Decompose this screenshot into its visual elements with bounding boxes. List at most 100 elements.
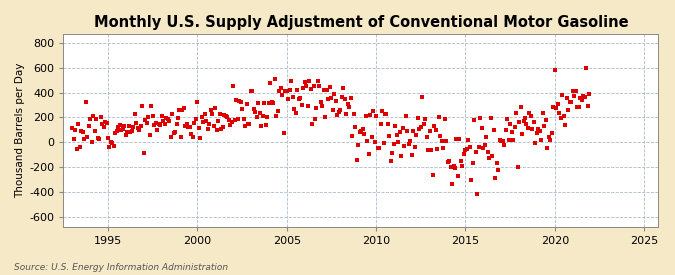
Point <box>515 105 526 110</box>
Point <box>67 125 78 130</box>
Point <box>196 115 207 119</box>
Point <box>182 122 192 126</box>
Point <box>569 94 580 98</box>
Point <box>186 131 197 136</box>
Point <box>169 130 180 134</box>
Point <box>554 111 565 116</box>
Point <box>298 86 308 90</box>
Point <box>390 123 401 128</box>
Point <box>207 112 217 117</box>
Point <box>238 117 249 121</box>
Point <box>105 140 116 144</box>
Point <box>317 103 328 108</box>
Point <box>179 106 190 110</box>
Point <box>354 129 365 134</box>
Point <box>263 101 274 105</box>
Point <box>214 112 225 116</box>
Point <box>261 123 271 128</box>
Point <box>404 141 414 146</box>
Point <box>372 146 383 150</box>
Point <box>265 81 275 86</box>
Point <box>502 117 512 121</box>
Point <box>302 104 313 108</box>
Point <box>161 116 171 120</box>
Point <box>162 116 173 121</box>
Point <box>319 88 329 93</box>
Point <box>381 112 392 117</box>
Point <box>213 119 223 123</box>
Point <box>204 122 215 126</box>
Point <box>578 94 589 98</box>
Point <box>117 126 128 131</box>
Point <box>281 89 292 94</box>
Point <box>530 141 541 146</box>
Point <box>244 122 255 126</box>
Point <box>332 112 343 117</box>
Point <box>278 131 289 135</box>
Point <box>100 120 111 124</box>
Point <box>535 129 545 134</box>
Point <box>408 129 418 133</box>
Point <box>511 111 522 116</box>
Point <box>314 84 325 88</box>
Point <box>147 114 158 118</box>
Point <box>379 111 390 116</box>
Point <box>289 107 300 111</box>
Point <box>348 111 359 116</box>
Point <box>73 122 84 127</box>
Point <box>543 135 554 140</box>
Point <box>524 111 535 116</box>
Point <box>470 150 481 155</box>
Point <box>460 148 471 153</box>
Point <box>406 153 417 158</box>
Point <box>155 123 165 127</box>
Point <box>375 122 386 126</box>
Point <box>138 150 149 155</box>
Point <box>198 120 209 125</box>
Point <box>111 129 122 134</box>
Point <box>452 174 463 178</box>
Point <box>79 137 90 141</box>
Point <box>253 101 264 106</box>
Point <box>232 117 243 121</box>
Point <box>104 144 115 149</box>
Point <box>347 134 358 138</box>
Point <box>393 139 404 144</box>
Point <box>171 122 182 126</box>
Point <box>356 129 367 133</box>
Point <box>86 140 97 144</box>
Point <box>481 135 491 139</box>
Point <box>493 167 504 172</box>
Point <box>217 125 228 129</box>
Point <box>103 135 113 140</box>
Point <box>320 115 331 120</box>
Point <box>494 138 505 142</box>
Point <box>97 122 107 126</box>
Point <box>271 114 281 118</box>
Point <box>101 121 112 125</box>
Point <box>533 127 544 131</box>
Point <box>113 125 124 129</box>
Point <box>435 133 446 138</box>
Point <box>526 114 537 118</box>
Point <box>230 118 240 122</box>
Point <box>323 97 334 101</box>
Point <box>125 130 136 134</box>
Point <box>234 98 244 103</box>
Point <box>516 132 527 136</box>
Point <box>441 139 452 143</box>
Point <box>564 100 575 104</box>
Point <box>136 124 146 128</box>
Point <box>235 100 246 104</box>
Point <box>158 119 169 123</box>
Point <box>475 116 486 120</box>
Point <box>241 101 252 106</box>
Point <box>418 122 429 127</box>
Point <box>144 133 155 137</box>
Point <box>509 125 520 129</box>
Point <box>275 86 286 90</box>
Point <box>223 118 234 122</box>
Point <box>512 165 523 170</box>
Point <box>280 89 291 93</box>
Point <box>580 66 591 70</box>
